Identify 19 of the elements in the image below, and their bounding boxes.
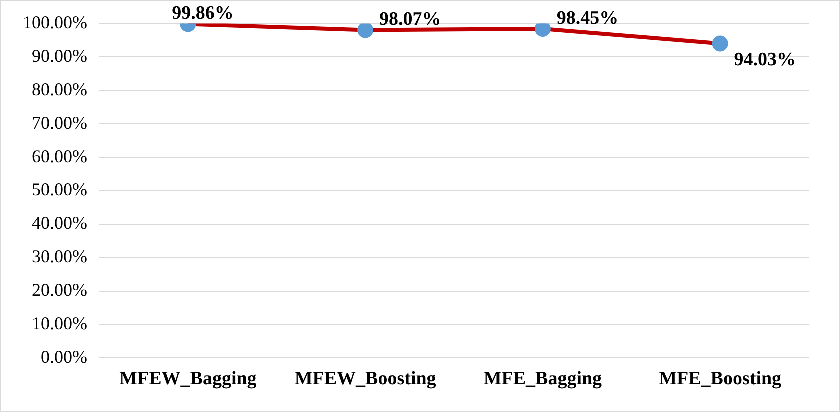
y-tick-label: 50.00% [32, 180, 88, 200]
data-label: 94.03% [734, 50, 796, 71]
data-label: 99.86% [172, 3, 234, 24]
y-tick-label: 40.00% [32, 213, 88, 234]
y-tick-label: 100.00% [22, 12, 88, 33]
y-tick-label: 20.00% [32, 280, 88, 300]
y-tick-label: 10.00% [32, 313, 88, 334]
x-tick-label: MFEW_Boosting [294, 368, 437, 390]
x-tick-label: MFEW_Bagging [120, 368, 258, 390]
y-tick-label: 70.00% [32, 112, 88, 133]
data-label: 98.45% [556, 8, 619, 29]
y-tick-label: 30.00% [32, 246, 88, 267]
x-tick-label: MFE_Boosting [659, 368, 782, 390]
data-label: 98.07% [380, 9, 442, 30]
y-tick-label: 0.00% [40, 346, 88, 367]
y-tick-label: 60.00% [32, 146, 88, 166]
y-tick-label: 90.00% [32, 46, 88, 66]
y-tick-label: 80.00% [32, 79, 88, 100]
x-tick-label: MFE_Bagging [484, 368, 603, 390]
